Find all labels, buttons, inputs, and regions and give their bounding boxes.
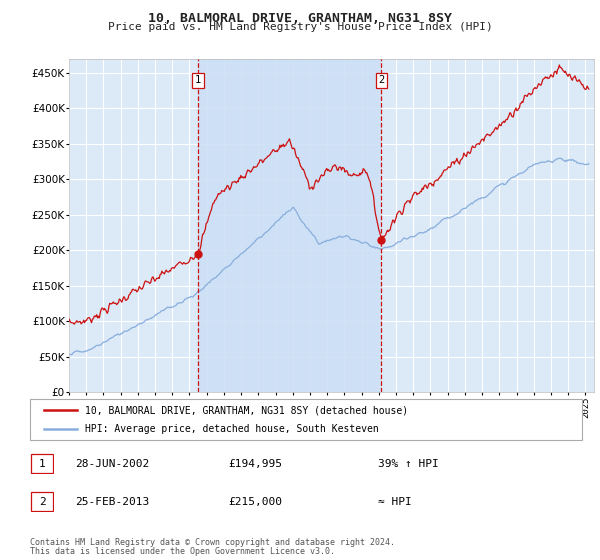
Text: £215,000: £215,000 bbox=[228, 497, 282, 507]
Text: £194,995: £194,995 bbox=[228, 459, 282, 469]
Text: Price paid vs. HM Land Registry's House Price Index (HPI): Price paid vs. HM Land Registry's House … bbox=[107, 22, 493, 32]
Text: This data is licensed under the Open Government Licence v3.0.: This data is licensed under the Open Gov… bbox=[30, 547, 335, 556]
Bar bbox=[198, 59, 382, 392]
Text: 1: 1 bbox=[38, 459, 46, 469]
Text: ≈ HPI: ≈ HPI bbox=[378, 497, 412, 507]
Text: 10, BALMORAL DRIVE, GRANTHAM, NG31 8SY: 10, BALMORAL DRIVE, GRANTHAM, NG31 8SY bbox=[148, 12, 452, 25]
Text: 39% ↑ HPI: 39% ↑ HPI bbox=[378, 459, 439, 469]
FancyBboxPatch shape bbox=[30, 399, 582, 440]
Text: 25-FEB-2013: 25-FEB-2013 bbox=[75, 497, 149, 507]
Text: Contains HM Land Registry data © Crown copyright and database right 2024.: Contains HM Land Registry data © Crown c… bbox=[30, 538, 395, 547]
Text: HPI: Average price, detached house, South Kesteven: HPI: Average price, detached house, Sout… bbox=[85, 424, 379, 433]
FancyBboxPatch shape bbox=[31, 492, 53, 511]
Text: 10, BALMORAL DRIVE, GRANTHAM, NG31 8SY (detached house): 10, BALMORAL DRIVE, GRANTHAM, NG31 8SY (… bbox=[85, 405, 409, 415]
Text: 2: 2 bbox=[38, 497, 46, 507]
FancyBboxPatch shape bbox=[31, 454, 53, 473]
Text: 28-JUN-2002: 28-JUN-2002 bbox=[75, 459, 149, 469]
Text: 2: 2 bbox=[378, 76, 385, 86]
Text: 1: 1 bbox=[195, 76, 201, 86]
